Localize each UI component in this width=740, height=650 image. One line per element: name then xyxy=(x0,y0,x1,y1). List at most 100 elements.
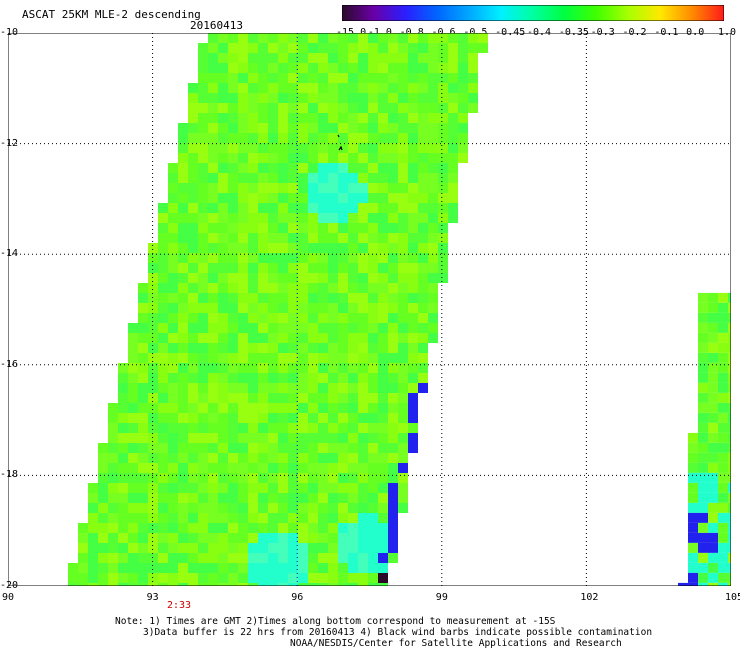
swath-cell xyxy=(228,183,238,193)
swath-cell xyxy=(238,343,248,353)
swath-cell xyxy=(398,203,408,213)
swath-cell xyxy=(208,43,218,53)
swath-cell xyxy=(148,303,158,313)
swath-cell xyxy=(178,413,188,423)
swath-cell xyxy=(238,583,248,586)
swath-cell xyxy=(258,243,268,253)
swath-cell xyxy=(388,343,398,353)
swath-cell xyxy=(288,383,298,393)
swath-cell xyxy=(298,343,308,353)
swath-cell xyxy=(228,43,238,53)
swath-cell xyxy=(188,493,198,503)
swath-cell xyxy=(388,93,398,103)
swath-cell xyxy=(438,73,448,83)
swath-cell xyxy=(368,483,378,493)
swath-cell xyxy=(278,63,288,73)
swath-cell xyxy=(188,403,198,413)
swath-cell xyxy=(218,293,228,303)
swath-cell xyxy=(198,193,208,203)
swath-cell xyxy=(308,113,318,123)
swath-cell xyxy=(238,143,248,153)
swath-cell xyxy=(248,573,258,583)
swath-cell xyxy=(138,453,148,463)
swath-cell xyxy=(228,53,238,63)
swath-cell xyxy=(238,263,248,273)
swath-cell xyxy=(178,473,188,483)
swath-cell xyxy=(428,283,438,293)
swath-cell xyxy=(298,453,308,463)
swath-cell xyxy=(348,93,358,103)
swath-cell xyxy=(238,493,248,503)
swath-cell xyxy=(458,63,468,73)
swath-cell xyxy=(298,113,308,123)
swath-cell xyxy=(388,503,398,513)
swath-cell xyxy=(388,233,398,243)
latitude-tick-label: -18 xyxy=(0,469,19,481)
swath-cell xyxy=(178,353,188,363)
swath-cell xyxy=(248,563,258,573)
swath-cell xyxy=(688,562,698,573)
swath-cell xyxy=(278,83,288,93)
swath-cell xyxy=(288,113,298,123)
swath-cell xyxy=(368,363,378,373)
swath-cell xyxy=(328,483,338,493)
swath-cell xyxy=(318,153,328,163)
swath-cell xyxy=(408,413,418,423)
swath-cell xyxy=(238,113,248,123)
swath-cell xyxy=(688,542,698,553)
swath-cell xyxy=(168,473,178,483)
swath-cell xyxy=(348,313,358,323)
swath-cell xyxy=(368,263,378,273)
swath-cell xyxy=(158,513,168,523)
swath-cell xyxy=(248,163,258,173)
swath-cell xyxy=(328,143,338,153)
swath-cell xyxy=(428,253,438,263)
swath-cell xyxy=(418,383,428,393)
swath-cell xyxy=(168,543,178,553)
swath-cell xyxy=(278,313,288,323)
swath-cell xyxy=(88,573,98,583)
swath-cell xyxy=(218,73,228,83)
swath-cell xyxy=(238,203,248,213)
swath-cell xyxy=(308,43,318,53)
swath-cell xyxy=(298,313,308,323)
swath-cell xyxy=(318,583,328,586)
swath-cell xyxy=(398,253,408,263)
swath-cell xyxy=(378,223,388,233)
swath-cell xyxy=(368,183,378,193)
swath-cell xyxy=(718,332,728,343)
swath-cell xyxy=(218,373,228,383)
swath-cell xyxy=(168,203,178,213)
swath-cell xyxy=(228,523,238,533)
swath-cell xyxy=(378,73,388,83)
swath-cell xyxy=(168,403,178,413)
swath-cell xyxy=(278,163,288,173)
swath-cell xyxy=(118,523,128,533)
swath-cell xyxy=(358,203,368,213)
swath-cell xyxy=(208,213,218,223)
swath-cell xyxy=(318,213,328,223)
swath-cell xyxy=(728,322,731,333)
swath-cell xyxy=(268,383,278,393)
swath-cell xyxy=(238,443,248,453)
swath-cell xyxy=(168,343,178,353)
swath-cell xyxy=(198,153,208,163)
swath-cell xyxy=(308,263,318,273)
swath-cell xyxy=(408,43,418,53)
swath-cell xyxy=(168,213,178,223)
swath-cell xyxy=(398,433,408,443)
swath-cell xyxy=(218,203,228,213)
swath-cell xyxy=(288,143,298,153)
swath-cell xyxy=(318,513,328,523)
swath-cell xyxy=(268,433,278,443)
swath-cell xyxy=(188,213,198,223)
swath-cell xyxy=(288,243,298,253)
swath-cell xyxy=(318,483,328,493)
swath-cell xyxy=(168,533,178,543)
swath-cell xyxy=(318,253,328,263)
swath-cell xyxy=(178,453,188,463)
swath-cell xyxy=(328,373,338,383)
swath-cell xyxy=(228,433,238,443)
swath-cell xyxy=(328,513,338,523)
swath-cell xyxy=(138,483,148,493)
